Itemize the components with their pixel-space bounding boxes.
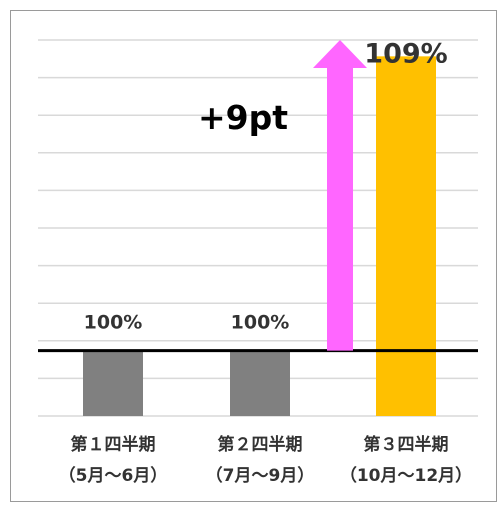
bars xyxy=(83,56,436,416)
bar-3 xyxy=(376,56,436,416)
category-label-1-line2: （5月～6月） xyxy=(59,465,168,486)
category-ticks: 第１四半期 （5月～6月） 第２四半期 （7月～9月） 第３四半期 （10月～12月） xyxy=(59,434,473,486)
data-label-1: 100% xyxy=(84,312,143,334)
bar-1 xyxy=(83,350,143,416)
category-label-3-line2: （10月～12月） xyxy=(340,465,472,486)
bar-2 xyxy=(230,350,290,416)
data-labels: 100% 100% 109% xyxy=(84,38,448,333)
data-label-3: 109% xyxy=(364,38,447,69)
category-label-2-line1: 第２四半期 xyxy=(218,434,303,455)
increase-arrow xyxy=(313,40,367,351)
data-label-2: 100% xyxy=(231,312,290,334)
category-label-1-line1: 第１四半期 xyxy=(71,434,156,455)
increase-annotation: +9pt xyxy=(198,98,288,137)
category-label-2-line2: （7月～9月） xyxy=(206,465,315,486)
category-label-3-line1: 第３四半期 xyxy=(364,434,449,455)
